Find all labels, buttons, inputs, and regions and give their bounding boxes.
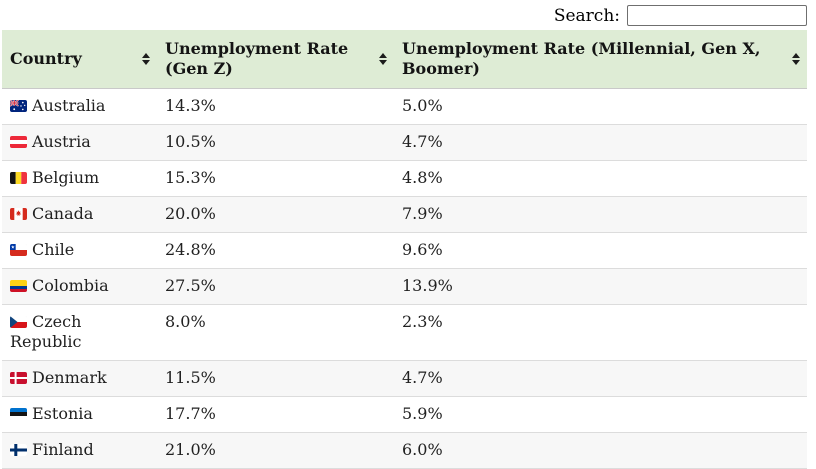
older-rate-cell: 4.7% (394, 124, 807, 161)
table-row: Estonia 17.7% 5.9% (2, 396, 807, 433)
genz-rate-cell: 14.3% (165, 96, 216, 115)
table-row: Austria 10.5% 4.7% (2, 124, 807, 161)
country-label: Austria (32, 132, 91, 151)
flag-czech-republic-icon (10, 316, 27, 328)
country-cell: Colombia (2, 268, 157, 305)
country-label: Colombia (32, 276, 109, 295)
table-row: Denmark 11.5% 4.7% (2, 360, 807, 397)
flag-australia-icon (10, 100, 27, 112)
country-label: Estonia (32, 404, 93, 423)
table-row: Czech Republic 8.0% 2.3% (2, 304, 807, 361)
country-label: Finland (32, 440, 94, 459)
sort-both-icon[interactable] (379, 53, 387, 65)
country-cell: Belgium (2, 160, 157, 197)
flag-finland-icon (10, 444, 27, 456)
genz-rate-cell: 15.3% (157, 160, 394, 197)
country-label: Belgium (32, 168, 100, 187)
older-rate-cell: 4.7% (394, 360, 807, 397)
older-rate-cell: 6.0% (394, 432, 807, 469)
country-cell: Czech Republic (2, 304, 157, 361)
country-cell: Australia (2, 89, 157, 125)
genz-rate-cell: 24.8% (157, 232, 394, 269)
country-label: Denmark (32, 368, 107, 387)
country-cell: Denmark (2, 360, 157, 397)
country-label: Czech Republic (10, 312, 82, 351)
column-header-label: Country (10, 49, 82, 68)
country-label: Chile (32, 240, 75, 259)
search-label: Search: (553, 5, 620, 26)
genz-rate-cell: 8.0% (157, 304, 394, 361)
search-input[interactable] (627, 5, 807, 26)
genz-rate-cell: 10.5% (157, 124, 394, 161)
older-rate-cell: 5.0% (402, 96, 443, 115)
table-row: Chile 24.8% 9.6% (2, 232, 807, 269)
column-header-older-gens[interactable]: Unemployment Rate (Millennial, Gen X, Bo… (394, 30, 807, 89)
country-cell: Chile (2, 232, 157, 269)
genz-rate-cell: 17.7% (157, 396, 394, 433)
country-cell: Canada (2, 196, 157, 233)
flag-chile-icon (10, 244, 27, 256)
older-rate-cell: 4.8% (394, 160, 807, 197)
older-rate-cell: 5.9% (394, 396, 807, 433)
country-label: Canada (32, 204, 94, 223)
flag-denmark-icon (10, 372, 27, 384)
country-cell: Estonia (2, 396, 157, 433)
country-cell: Finland (2, 432, 157, 469)
flag-belgium-icon (10, 172, 27, 184)
country-cell: Austria (2, 124, 157, 161)
flag-austria-icon (10, 136, 27, 148)
older-rate-cell: 13.9% (394, 268, 807, 305)
sort-both-icon[interactable] (142, 53, 150, 65)
table-row: Australia 14.3% 5.0% (2, 89, 807, 125)
table-row: Colombia 27.5% 13.9% (2, 268, 807, 305)
table-row: Finland 21.0% 6.0% (2, 432, 807, 469)
older-rate-cell: 7.9% (394, 196, 807, 233)
column-header-genz[interactable]: Unemployment Rate (Gen Z) (157, 30, 394, 89)
genz-rate-cell: 27.5% (157, 268, 394, 305)
genz-rate-cell: 11.5% (157, 360, 394, 397)
table-row: Canada 20.0% 7.9% (2, 196, 807, 233)
older-rate-cell: 9.6% (394, 232, 807, 269)
genz-rate-cell: 21.0% (157, 432, 394, 469)
sort-both-icon[interactable] (792, 53, 800, 65)
country-label: Australia (32, 96, 106, 115)
search-bar: Search: (2, 0, 807, 26)
flag-canada-icon (10, 208, 27, 220)
column-header-country[interactable]: Country (2, 30, 157, 89)
column-header-label: Unemployment Rate (Millennial, Gen X, Bo… (402, 39, 761, 78)
flag-estonia-icon (10, 408, 27, 420)
column-header-label: Unemployment Rate (Gen Z) (165, 39, 349, 78)
table-row: Belgium 15.3% 4.8% (2, 160, 807, 197)
unemployment-table: Country Unemployment Rate (Gen Z) Unempl… (2, 30, 807, 469)
genz-rate-cell: 20.0% (157, 196, 394, 233)
flag-colombia-icon (10, 280, 27, 292)
header-row: Country Unemployment Rate (Gen Z) Unempl… (2, 30, 807, 89)
older-rate-cell: 2.3% (394, 304, 807, 361)
